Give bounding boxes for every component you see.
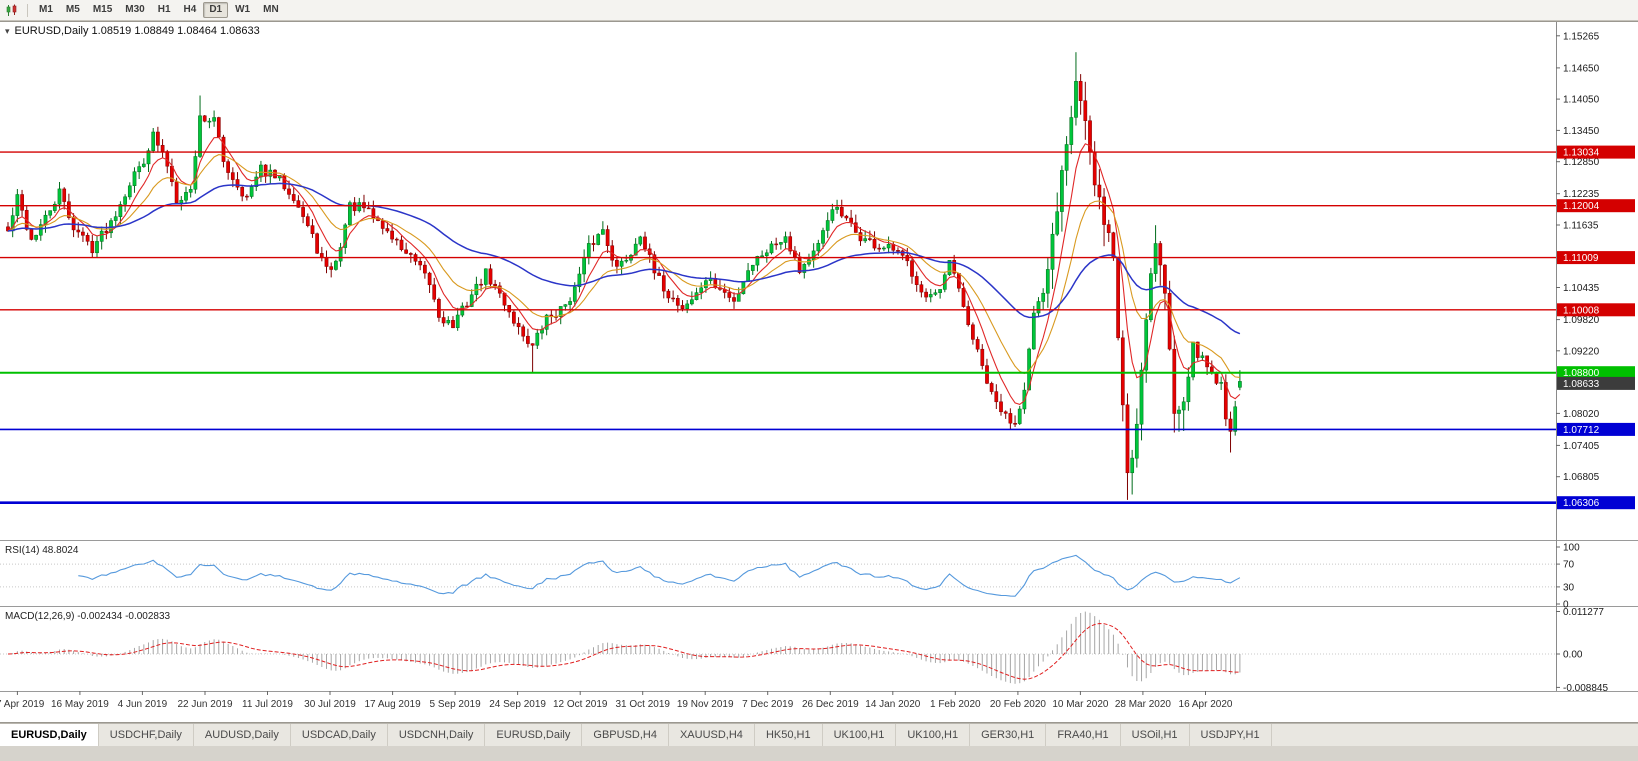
timeframe-buttons: M1 M5 M15 M30 H1 H4 D1 W1 MN [33, 2, 285, 18]
svg-text:1.07712: 1.07712 [1563, 425, 1600, 436]
chart-title: ▾ EURUSD,Daily 1.08519 1.08849 1.08464 1… [5, 25, 260, 37]
svg-text:0.011277: 0.011277 [1563, 607, 1604, 618]
svg-text:1.13450: 1.13450 [1563, 126, 1600, 137]
timeframe-toolbar: M1 M5 M15 M30 H1 H4 D1 W1 MN [0, 0, 1638, 21]
svg-text:4 Jun 2019: 4 Jun 2019 [118, 699, 168, 710]
svg-text:1.07405: 1.07405 [1563, 441, 1600, 452]
chart-tab-usoil-h1[interactable]: USOil,H1 [1121, 724, 1190, 746]
chart-title-text: EURUSD,Daily 1.08519 1.08849 1.08464 1.0… [14, 25, 260, 37]
timeframe-button-h1[interactable]: H1 [152, 2, 177, 18]
status-strip [0, 746, 1638, 761]
svg-text:12 Oct 2019: 12 Oct 2019 [553, 699, 608, 710]
svg-text:28 Mar 2020: 28 Mar 2020 [1115, 699, 1172, 710]
svg-text:100: 100 [1563, 543, 1580, 554]
svg-text:1.14050: 1.14050 [1563, 95, 1600, 106]
svg-text:26 Dec 2019: 26 Dec 2019 [802, 699, 859, 710]
moving-averages-layer [7, 136, 1241, 406]
svg-text:1.12004: 1.12004 [1563, 201, 1600, 212]
timeframe-button-m15[interactable]: M15 [87, 2, 118, 18]
chart-tab-fra40-h1[interactable]: FRA40,H1 [1046, 724, 1121, 746]
chart-tab-audusd-daily[interactable]: AUDUSD,Daily [194, 724, 291, 746]
svg-text:1.11009: 1.11009 [1563, 253, 1599, 264]
ma-50-line [7, 182, 1241, 335]
toolbar-separator [27, 3, 28, 17]
candlestick-chart-icon[interactable] [3, 2, 21, 18]
chart-tab-gbpusd-h4[interactable]: GBPUSD,H4 [582, 724, 669, 746]
svg-text:14 Jan 2020: 14 Jan 2020 [865, 699, 920, 710]
chart-tab-eurusd-daily[interactable]: EURUSD,Daily [485, 724, 583, 746]
svg-text:1.08633: 1.08633 [1563, 379, 1600, 390]
svg-text:MACD(12,26,9) -0.002434 -0.002: MACD(12,26,9) -0.002434 -0.002833 [5, 611, 171, 622]
svg-text:30: 30 [1563, 582, 1575, 593]
chart-tab-usdchf-daily[interactable]: USDCHF,Daily [99, 724, 194, 746]
timeframe-button-h4[interactable]: H4 [178, 2, 203, 18]
svg-text:10 Mar 2020: 10 Mar 2020 [1052, 699, 1109, 710]
svg-text:5 Sep 2019: 5 Sep 2019 [430, 699, 482, 710]
svg-text:1.06306: 1.06306 [1563, 498, 1600, 509]
macd-signal-line [7, 622, 1240, 680]
svg-text:1.06805: 1.06805 [1563, 472, 1600, 483]
timeframe-button-d1[interactable]: D1 [203, 2, 229, 18]
svg-text:1.10435: 1.10435 [1563, 283, 1600, 294]
timeframe-button-m1[interactable]: M1 [33, 2, 59, 18]
svg-text:17 Aug 2019: 17 Aug 2019 [365, 699, 422, 710]
svg-text:1.15265: 1.15265 [1563, 31, 1600, 42]
svg-text:RSI(14) 48.8024: RSI(14) 48.8024 [5, 545, 79, 556]
svg-text:70: 70 [1563, 560, 1575, 571]
svg-text:1.08020: 1.08020 [1563, 409, 1600, 420]
timeframe-button-mn[interactable]: MN [257, 2, 285, 18]
svg-text:0.00: 0.00 [1563, 650, 1583, 661]
price-chart[interactable]: 1.15265 1.14650 1.14050 1.13450 1.12850 1.122… [0, 22, 1638, 723]
svg-text:16 Apr 2020: 16 Apr 2020 [1179, 699, 1233, 710]
svg-text:19 Nov 2019: 19 Nov 2019 [677, 699, 734, 710]
chart-tab-usdjpy-h1[interactable]: USDJPY,H1 [1190, 724, 1272, 746]
ma-7-line [7, 136, 1241, 406]
svg-text:1.09220: 1.09220 [1563, 346, 1600, 357]
svg-text:22 Jun 2019: 22 Jun 2019 [177, 699, 232, 710]
svg-text:20 Feb 2020: 20 Feb 2020 [990, 699, 1047, 710]
svg-text:1.12850: 1.12850 [1563, 157, 1600, 168]
rsi-line [78, 554, 1241, 597]
timeframe-button-w1[interactable]: W1 [229, 2, 256, 18]
svg-text:27 Apr 2019: 27 Apr 2019 [0, 699, 45, 710]
price-level-labels: 1.13034 1.12004 1.11009 1.10008 1.08800 1.077… [1557, 145, 1635, 510]
timeframe-button-m5[interactable]: M5 [60, 2, 86, 18]
chart-tab-uk100-h1[interactable]: UK100,H1 [896, 724, 971, 746]
chart-tab-usdcnh-daily[interactable]: USDCNH,Daily [388, 724, 486, 746]
chart-tab-hk50-h1[interactable]: HK50,H1 [755, 724, 823, 746]
svg-text:7 Dec 2019: 7 Dec 2019 [742, 699, 794, 710]
chart-tab-uk100-h1[interactable]: UK100,H1 [823, 724, 897, 746]
svg-text:11 Jul 2019: 11 Jul 2019 [242, 699, 293, 710]
svg-text:31 Oct 2019: 31 Oct 2019 [615, 699, 670, 710]
svg-text:1.10008: 1.10008 [1563, 305, 1600, 316]
svg-text:1.09820: 1.09820 [1563, 315, 1600, 326]
chart-menu-icon[interactable]: ▾ [5, 25, 10, 36]
price-axis[interactable]: 1.15265 1.14650 1.14050 1.13450 1.12850 1.122… [1556, 22, 1600, 691]
chart-tab-xauusd-h4[interactable]: XAUUSD,H4 [669, 724, 755, 746]
chart-tab-usdcad-daily[interactable]: USDCAD,Daily [291, 724, 388, 746]
horizontal-lines-layer[interactable] [0, 151, 1556, 505]
svg-text:1 Feb 2020: 1 Feb 2020 [930, 699, 981, 710]
svg-text:24 Sep 2019: 24 Sep 2019 [489, 699, 546, 710]
macd-panel: MACD(12,26,9) -0.002434 -0.002833 0.01127… [0, 607, 1608, 694]
chart-tab-ger30-h1[interactable]: GER30,H1 [970, 724, 1047, 746]
chart-tab-eurusd-daily[interactable]: EURUSD,Daily [0, 724, 99, 746]
rsi-panel: RSI(14) 48.8024 100 70 30 0 [0, 543, 1580, 611]
svg-text:-0.008845: -0.008845 [1563, 683, 1608, 694]
svg-text:1.08800: 1.08800 [1563, 368, 1600, 379]
svg-text:0: 0 [1563, 600, 1569, 611]
svg-text:1.11635: 1.11635 [1563, 221, 1599, 232]
timeframe-button-m30[interactable]: M30 [119, 2, 150, 18]
svg-text:16 May 2019: 16 May 2019 [51, 699, 109, 710]
candles-layer [6, 52, 1242, 500]
chart-window: ▾ EURUSD,Daily 1.08519 1.08849 1.08464 1… [0, 21, 1638, 723]
date-axis[interactable]: 27 Apr 2019 16 May 2019 4 Jun 2019 22 Jun 2… [0, 691, 1233, 710]
chart-tab-bar: EURUSD,Daily USDCHF,Daily AUDUSD,Daily USDC… [0, 723, 1638, 746]
svg-text:1.12235: 1.12235 [1563, 189, 1600, 200]
svg-text:1.14650: 1.14650 [1563, 63, 1600, 74]
svg-text:1.13034: 1.13034 [1563, 148, 1600, 159]
ma-16-line [7, 154, 1240, 378]
svg-text:30 Jul 2019: 30 Jul 2019 [304, 699, 356, 710]
